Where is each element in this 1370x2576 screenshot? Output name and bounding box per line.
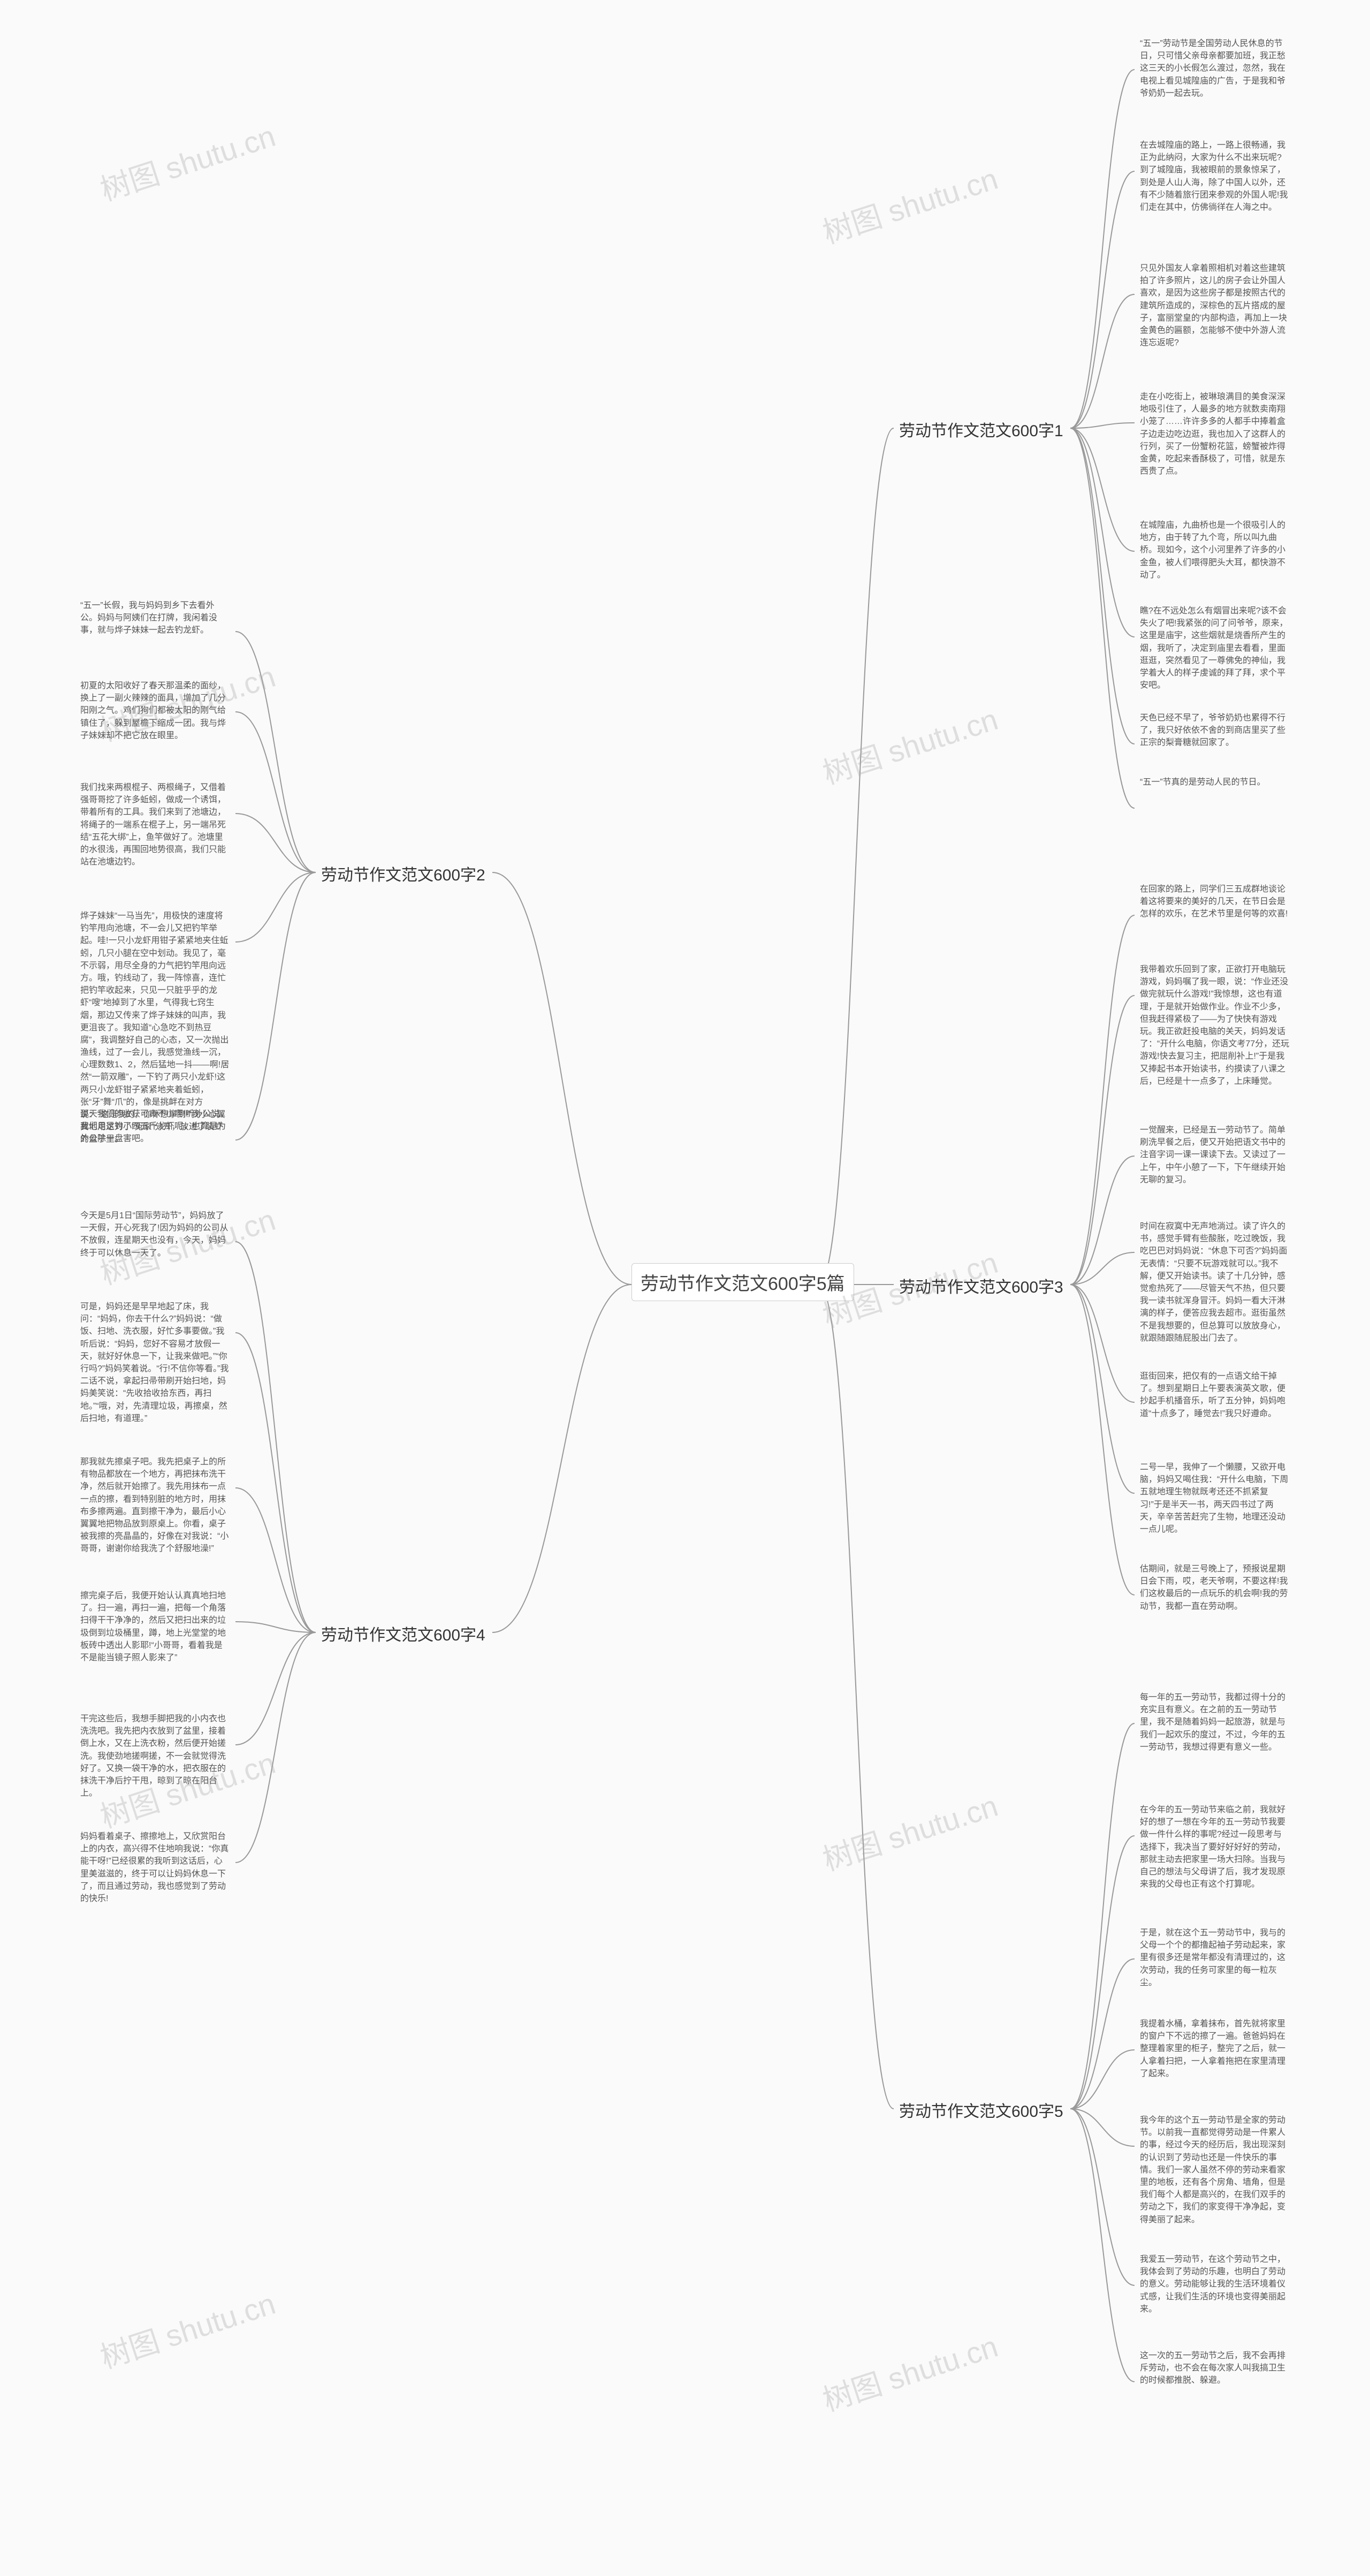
leaf-node: 天色已经不早了，爷爷奶奶也累得不行了，我只好依依不舍的到商店里买了些正宗的梨膏糖… [1140,712,1290,749]
leaf-node: 于是，就在这个五一劳动节中，我与的父母一个个的都撸起袖子劳动起来，家里有很多还是… [1140,1927,1290,1989]
leaf-node: “五一”节真的是劳动人民的节日。 [1140,776,1290,788]
root-node: 劳动节作文范文600字5篇 [631,1263,854,1301]
watermark: 树图 shutu.cn [817,2323,1003,2420]
leaf-node: 这一次的五一劳动节之后，我不会再排斥劳动，也不会在每次家人叫我搞卫生的时候都推脱… [1140,2350,1290,2387]
leaf-node: 我今年的这个五一劳动节是全家的劳动节。以前我一直都觉得劳动是一件累人的事，经过今… [1140,2114,1290,2226]
leaf-node: 干完这些后，我想手脚把我的小内衣也洗洗吧。我先把内衣放到了盆里，接着倒上水，又在… [80,1713,230,1799]
leaf-node: “五一”劳动节是全国劳动人民休息的节日，只可惜父亲母亲都要加班，我正愁这三天的小… [1140,37,1290,100]
leaf-node: 时间在寂寞中无声地淌过。读了许久的书，感觉手臂有些酸胀，吃过晚饭，我吃巴巴对妈妈… [1140,1220,1290,1344]
leaf-node: 我爱五一劳动节，在这个劳动节之中，我体会到了劳动的乐趣，也明白了劳动的意义。劳动… [1140,2253,1290,2315]
watermark: 树图 shutu.cn [94,112,280,210]
leaf-node: 可是，妈妈还是早早地起了床，我问：“妈妈，你去干什么?”妈妈说：“做饭、扫地、洗… [80,1301,230,1425]
leaf-node: 二号一早，我伸了一个懒腰，又欲开电脑，妈妈又喝住我：“开什么电脑，下周五就地理生… [1140,1461,1290,1536]
leaf-node: 我们找来两根棍子、两根绳子，又借着强哥哥挖了许多蚯蚓，做成一个诱饵，带着所有的工… [80,781,230,868]
leaf-node: 那我就先擦桌子吧。我先把桌子上的所有物品都放在一个地方，再把抹布洗干净，然后就开… [80,1456,230,1555]
leaf-node: “五一”长假，我与妈妈到乡下去看外公。妈妈与阿姨们在打牌，我闲着没事，就与烨子妹… [80,599,230,637]
leaf-node: 只见外国友人拿着照相机对着这些建筑拍了许多照片，这儿的房子会让外国人喜欢，是因为… [1140,262,1290,349]
leaf-node: 我带着欢乐回到了家，正欲打开电脑玩游戏，妈妈嘱了我一眼，说：“作业还没做完就玩什… [1140,963,1290,1088]
leaf-node: 妈妈看着桌子、擦擦地上，又欣赏阳台上的内衣，高兴得不住地响我说：“你真能干呀!”… [80,1830,230,1905]
branch-label-b5: 劳动节作文范文600字5 [899,2098,1063,2122]
leaf-node: 逛街回来，把仅有的一点语文给干掉了。想到星期日上午要表演英文歌，便抄起手机播音乐… [1140,1370,1290,1420]
leaf-node: 每一年的五一劳动节，我都过得十分的充实且有意义。在之前的五一劳动节里，我不是随着… [1140,1691,1290,1753]
leaf-node: 在城隍庙，九曲桥也是一个很吸引人的地方，由于转了九个弯，所以叫九曲桥。现如今，这… [1140,519,1290,581]
watermark: 树图 shutu.cn [817,696,1003,793]
leaf-node: 今天是5月1日“国际劳动节”，妈妈放了一天假，开心死我了!因为妈妈的公司从不放假… [80,1210,230,1259]
branch-label-b2: 劳动节作文范文600字2 [321,862,485,885]
leaf-node: 在回家的路上，同学们三五成群地谈论着这将要来的美好的几天，在节日会是怎样的欢乐，… [1140,883,1290,921]
leaf-node: 在今年的五一劳动节来临之前，我就好好的想了一想在今年的五一劳动节我要做一件什么样… [1140,1804,1290,1890]
leaf-node: 走在小吃街上，被琳琅满目的美食深深地吸引住了，人最多的地方就数卖南翔小笼了……许… [1140,391,1290,477]
leaf-node: 估期间，就是三号晚上了，预报说星期日会下雨，哎，老天爷啊，不要这样!我们这枚最后… [1140,1563,1290,1613]
leaf-node: 我提着水桶，拿着抹布，首先就将家里的窗户下不远的擦了一遍。爸爸妈妈在整理着家里的… [1140,2018,1290,2080]
leaf-node: 一觉醒来，已经是五一劳动节了。简单刷洗早餐之后，便又开始把语文书中的注音字词一课… [1140,1124,1290,1186]
leaf-node: 擦完桌子后，我便开始认认真真地扫地了。扫一遍，再扫一遍，把每一个角落扫得干干净净… [80,1590,230,1664]
watermark: 树图 shutu.cn [817,1782,1003,1880]
watermark: 树图 shutu.cn [817,155,1003,253]
watermark: 树图 shutu.cn [94,2280,280,2377]
leaf-node: 瞧?在不远处怎么有烟冒出来呢?该不会失火了吧!我紧张的问了问爷爷，原来，这里是庙… [1140,605,1290,692]
branch-label-b4: 劳动节作文范文600字4 [321,1622,485,1645]
branch-label-b3: 劳动节作文范文600字3 [899,1274,1063,1297]
leaf-node: 在去城隍庙的路上，一路上很畅通，我正为此纳闷，大家为什么不出来玩呢?到了城隍庙，… [1140,139,1290,214]
leaf-node: 那天我们的收获可真不小啊!听外公说，我们足足钓了四五斤龙虾呢，也算是为外公除一盘… [80,1108,230,1145]
leaf-node: 初夏的太阳收好了春天那温柔的面纱，换上了一副火辣辣的面具，增加了几分阳刚之气。鸡… [80,680,230,742]
branch-label-b1: 劳动节作文范文600字1 [899,417,1063,441]
